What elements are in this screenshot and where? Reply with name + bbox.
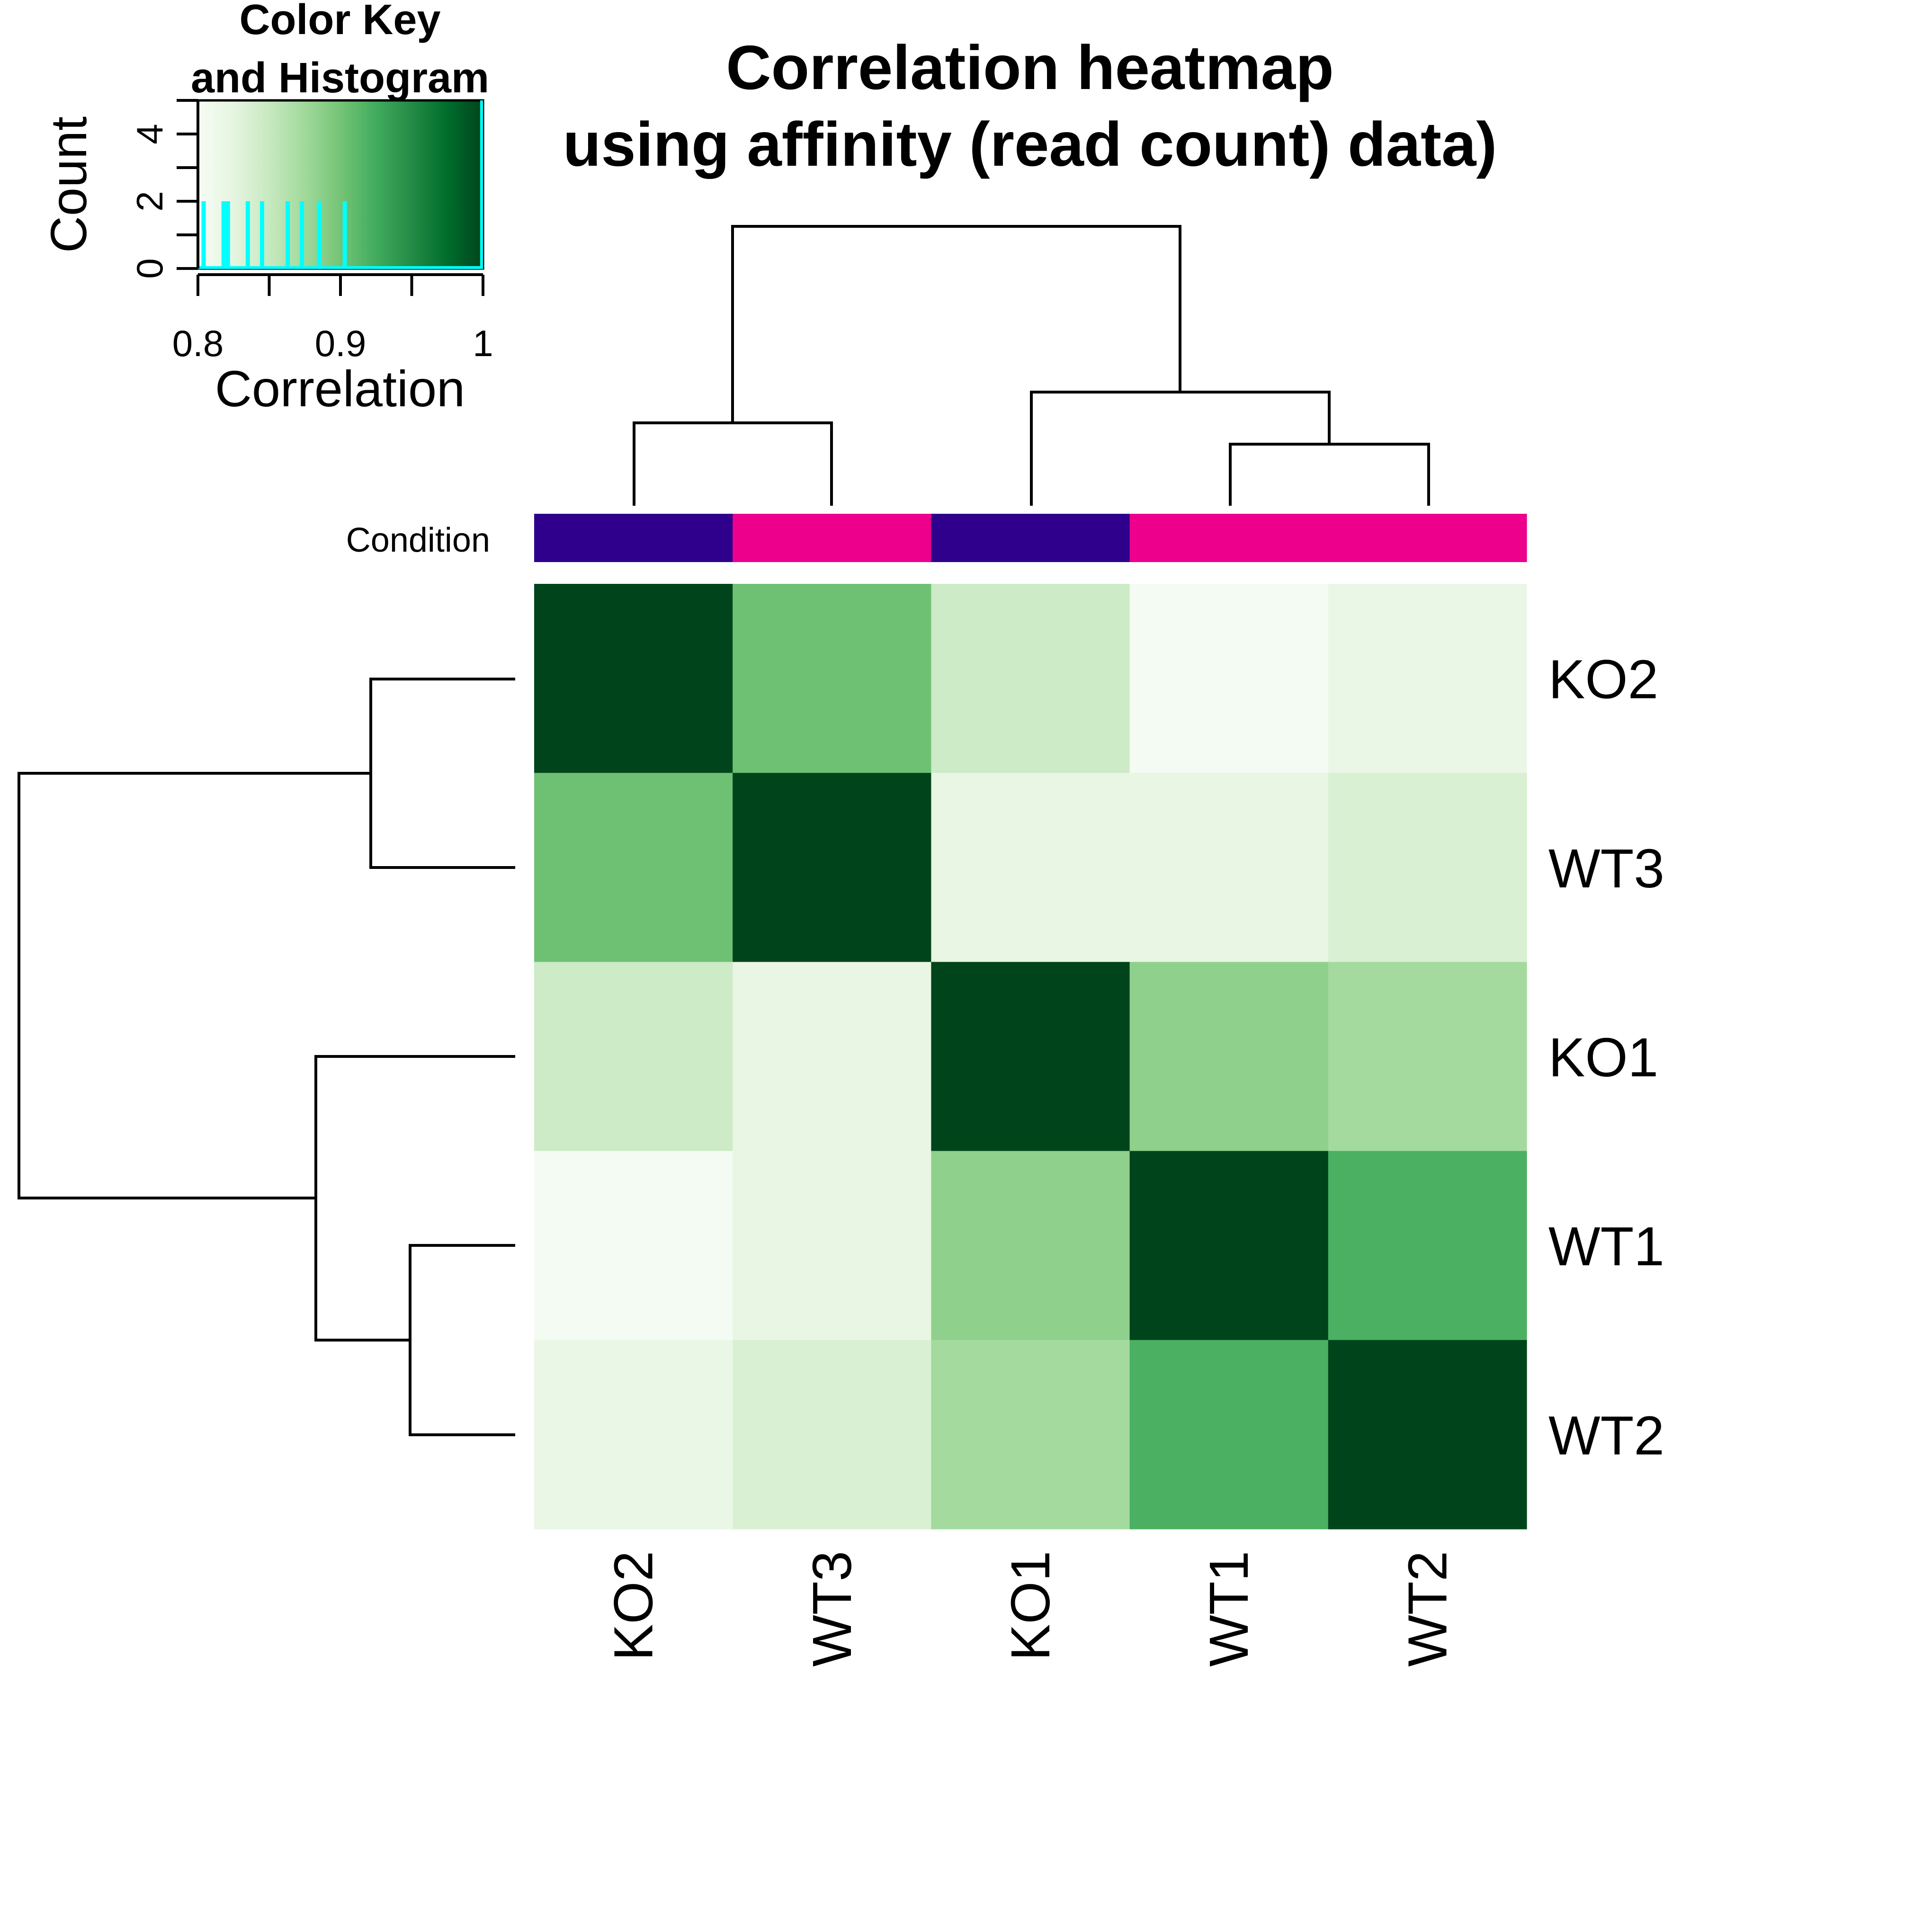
heatmap-cell-wt2-wt3 [733, 1340, 931, 1530]
heatmap-cell-wt3-wt3 [733, 773, 931, 962]
heatmap-cell-wt1-wt1 [1129, 1151, 1329, 1341]
color-key-x-tick-label: 0.8 [172, 322, 224, 364]
col-label-wt3: WT3 [801, 1551, 863, 1667]
color-key-gradient [197, 99, 484, 270]
color-key-y-label: Count [40, 116, 97, 253]
heatmap-cell-wt1-ko1 [931, 1151, 1130, 1341]
row-label-ko1: KO1 [1548, 1027, 1658, 1088]
color-key-y-tick-label: 2 [129, 191, 170, 211]
heatmap-cell-ko1-ko1 [931, 962, 1130, 1152]
col-label-wt2: WT2 [1396, 1551, 1458, 1667]
heatmap-cells [534, 584, 1527, 1530]
heatmap-cell-wt3-ko1 [931, 773, 1130, 962]
condition-cell-wt3 [733, 514, 931, 562]
col-label-ko1: KO1 [1000, 1551, 1061, 1661]
heatmap-cell-wt2-wt1 [1129, 1340, 1329, 1530]
condition-bar [534, 514, 1527, 562]
condition-cell-ko2 [534, 514, 733, 562]
heatmap-cell-wt1-wt2 [1328, 1151, 1527, 1341]
condition-cell-ko1 [931, 514, 1130, 562]
heatmap-cell-ko2-wt3 [733, 584, 931, 773]
condition-cell-wt2 [1328, 514, 1527, 562]
heatmap-cell-wt1-wt3 [733, 1151, 931, 1341]
chart-title-line-2: using affinity (read count) data) [563, 109, 1497, 179]
row-labels: KO2 WT3 KO1 WT1 WT2 [1548, 649, 1664, 1467]
heatmap-cell-ko1-wt1 [1129, 962, 1329, 1152]
color-key-y-tick-label: 0 [129, 258, 170, 278]
heatmap-cell-ko1-wt2 [1328, 962, 1527, 1152]
heatmap-cell-wt3-ko2 [534, 773, 733, 962]
heatmap-cell-ko1-ko2 [534, 962, 733, 1152]
heatmap-cell-wt3-wt1 [1129, 773, 1329, 962]
color-key: Color Key and Histogram 0 2 4 0.8 0.9 1 Coun… [40, 0, 493, 417]
heatmap-cell-wt2-ko1 [931, 1340, 1130, 1530]
color-key-x-tick-label: 0.9 [315, 322, 366, 364]
heatmap-cell-ko1-wt3 [733, 962, 931, 1152]
col-label-wt1: WT1 [1198, 1551, 1260, 1667]
heatmap-cell-ko2-ko2 [534, 584, 733, 773]
color-key-title-line-1: Color Key [239, 0, 440, 44]
heatmap-cell-wt1-ko2 [534, 1151, 733, 1341]
row-label-wt3: WT3 [1548, 838, 1664, 899]
heatmap-cell-wt2-wt2 [1328, 1340, 1527, 1530]
heatmap-cell-ko2-wt1 [1129, 584, 1329, 773]
col-label-ko2: KO2 [603, 1551, 664, 1661]
heatmap-cell-wt2-ko2 [534, 1340, 733, 1530]
row-label-wt1: WT1 [1548, 1216, 1664, 1277]
condition-label: Condition [346, 521, 490, 559]
condition-cell-wt1 [1129, 514, 1329, 562]
color-key-x-label: Correlation [215, 360, 465, 417]
color-key-title-line-2: and Histogram [191, 54, 489, 102]
color-key-y-tick-label: 4 [129, 124, 170, 144]
heatmap-cell-wt3-wt2 [1328, 773, 1527, 962]
col-labels: KO2 WT3 KO1 WT1 WT2 [603, 1551, 1458, 1667]
color-key-x-tick-label: 1 [473, 322, 493, 364]
heatmap-cell-ko2-wt2 [1328, 584, 1527, 773]
column-dendrogram [633, 225, 1430, 506]
chart-title-line-1: Correlation heatmap [726, 33, 1334, 102]
row-label-wt2: WT2 [1548, 1404, 1664, 1466]
row-dendrogram [18, 678, 515, 1436]
row-label-ko2: KO2 [1548, 649, 1658, 710]
heatmap-cell-ko2-ko1 [931, 584, 1130, 773]
